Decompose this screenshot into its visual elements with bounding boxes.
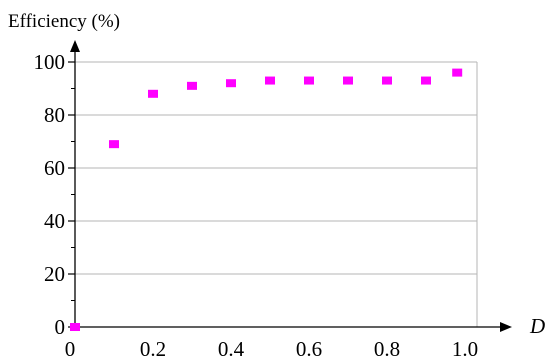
x-axis-label: D <box>529 314 545 338</box>
y-tick-label: 60 <box>44 156 65 180</box>
y-tick-label: 80 <box>44 103 65 127</box>
data-point <box>452 68 463 77</box>
y-tick-label: 100 <box>34 50 66 74</box>
x-tick-label: 0.6 <box>296 337 322 361</box>
y-tick-label: 20 <box>44 262 65 286</box>
data-point <box>109 140 119 149</box>
y-tick-label: 40 <box>44 209 65 233</box>
data-point <box>148 89 158 98</box>
data-point <box>187 81 197 90</box>
y-axis-label: Efficiency (%) <box>8 11 120 32</box>
data-point <box>226 79 236 88</box>
y-tick-label: 0 <box>55 315 66 339</box>
axes <box>70 40 512 332</box>
tick-labels: 0 20 40 60 80 100 0 0.2 0.4 0.6 0.8 1.0 <box>34 50 479 361</box>
x-tick-label: 0.2 <box>140 337 166 361</box>
x-tick-label: 0.4 <box>218 337 245 361</box>
data-points <box>70 68 463 331</box>
data-point <box>421 76 431 85</box>
y-axis-arrow <box>70 40 80 52</box>
grid-lines <box>68 61 478 328</box>
data-point <box>304 76 314 85</box>
x-tick-label: 0 <box>65 337 76 361</box>
data-point <box>70 323 80 331</box>
data-point <box>265 76 275 85</box>
x-tick-label: 1.0 <box>452 337 478 361</box>
data-point <box>382 76 392 85</box>
x-axis-arrow <box>500 322 512 332</box>
x-tick-label: 0.8 <box>374 337 400 361</box>
data-point <box>343 76 353 85</box>
